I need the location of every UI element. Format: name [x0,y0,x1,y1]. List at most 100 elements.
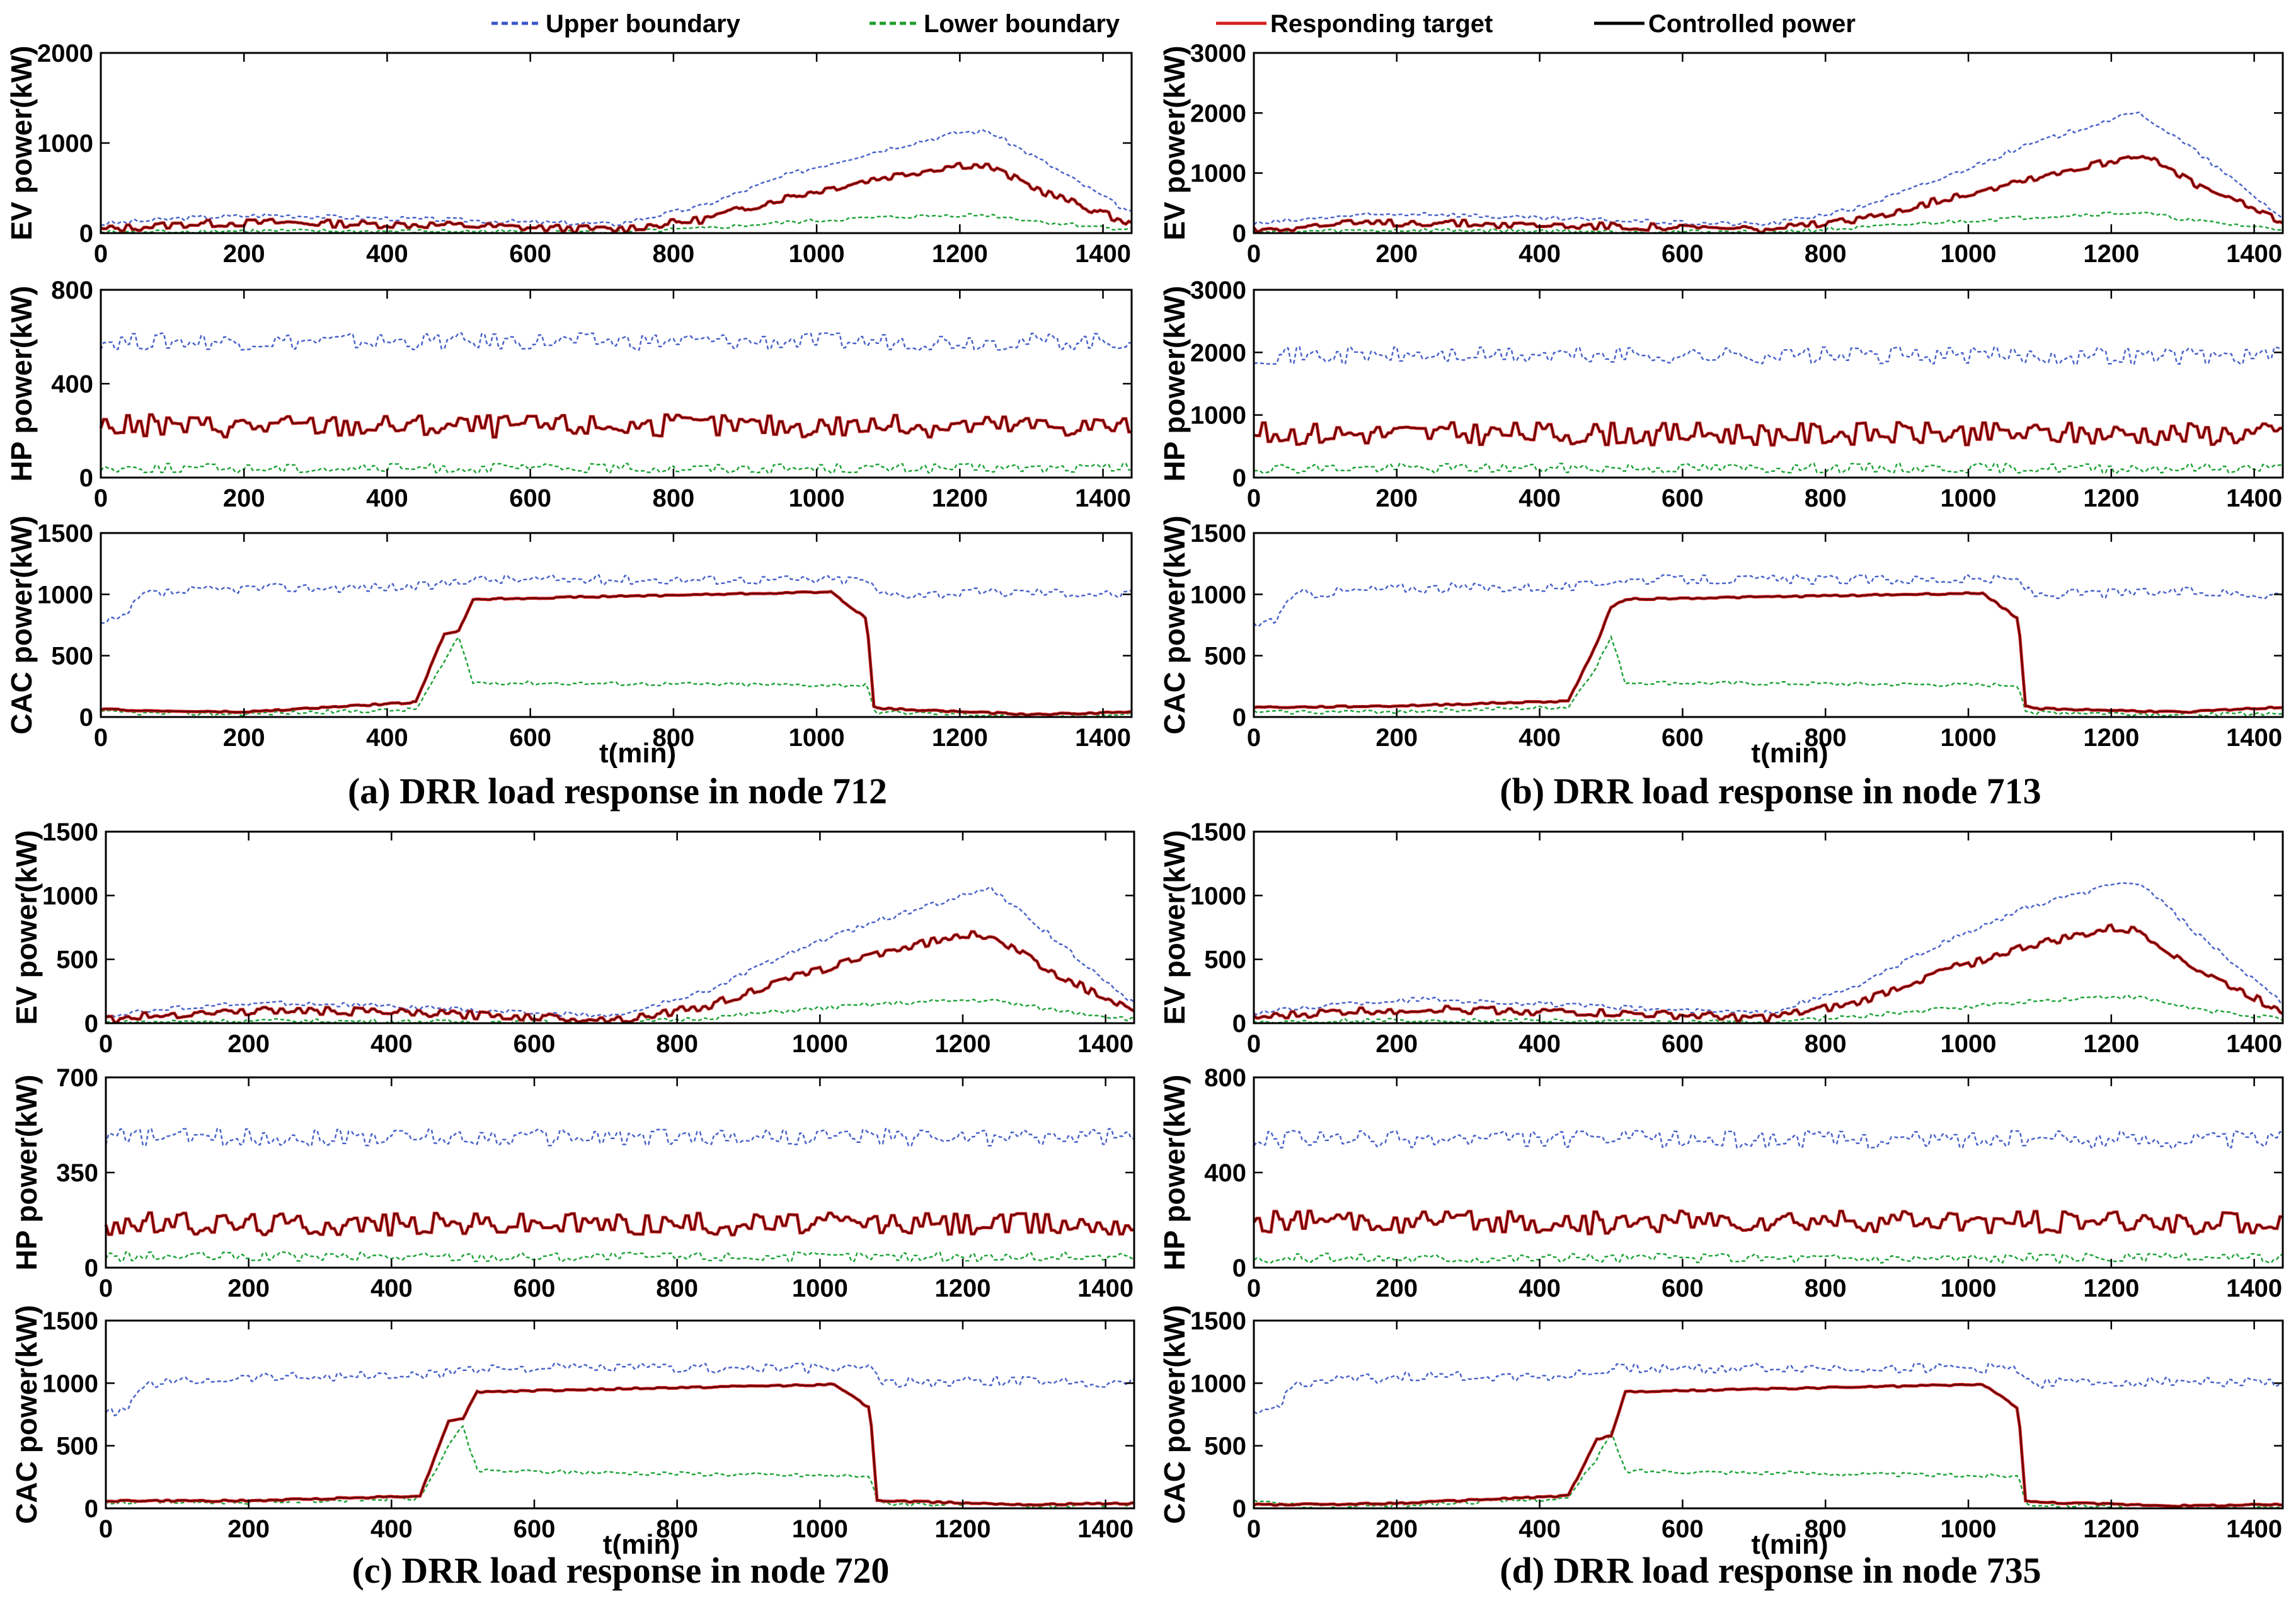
x-tick-label: 200 [223,724,265,752]
y-tick-label: 0 [1232,464,1246,492]
x-tick-label: 800 [653,240,695,268]
x-tick-label: 600 [514,1030,556,1058]
y-tick-label: 1000 [1190,1370,1246,1397]
y-tick-label: 0 [79,704,93,731]
x-tick-label: 400 [1518,724,1561,752]
x-tick-label: 1400 [2226,1030,2282,1058]
x-tick-label: 400 [1518,240,1561,268]
series-responding-target [1253,923,2284,1023]
x-tick-label: 1000 [789,724,845,752]
legend-label: Controlled power [1648,10,1856,38]
x-tick-label: 0 [94,240,108,268]
y-tick-label: 400 [1204,1159,1246,1187]
x-tick-label: 1000 [1941,1515,1997,1543]
x-tick-label: 1200 [932,485,988,512]
y-tick-label: 500 [56,1433,98,1460]
x-tick-label: 400 [370,1275,413,1302]
x-tick-label: 600 [1662,485,1704,512]
x-tick-label: 600 [1662,1275,1704,1302]
series-lower-boundary [100,213,1132,234]
series-upper-boundary [1253,111,2283,226]
legend: Upper boundary Lower boundary Responding t… [491,10,1856,38]
y-tick-label: 0 [84,1495,98,1523]
x-tick-label: 1400 [1075,485,1131,512]
x-tick-label: 0 [1247,724,1261,752]
x-tick-label: 200 [1375,485,1418,512]
series-lower-boundary [105,1251,1134,1263]
series-controlled-power [100,414,1132,438]
series-lower-boundary [1253,1253,2283,1264]
y-tick-label: 700 [56,1064,98,1092]
axes-frame [1253,52,2284,234]
x-tick-label: 800 [1805,1030,1847,1058]
y-axis-label: CAC power(kW) [10,1305,43,1524]
y-tick-label: 3000 [1190,40,1246,67]
x-tick-label: 1400 [1075,724,1131,752]
captions: (a) DRR load response in node 712 (b) DRR… [348,771,2041,1591]
y-tick-label: 2000 [1190,339,1246,367]
chart-c-hp: 0 200 400 600 800 1000 1200 1400 0 350 700 HP power… [10,1064,1135,1302]
legend-label: Responding target [1270,10,1493,38]
x-tick-label: 200 [1375,1275,1418,1302]
y-tick-label: 1500 [1190,1307,1246,1335]
legend-label: Upper boundary [546,10,741,38]
axes-frame [1253,532,2284,718]
legend-item-controlled-power: Controlled power [1594,10,1856,38]
y-axis-label: EV power(kW) [1158,45,1191,240]
x-tick-label: 400 [370,1515,413,1543]
legend-item-lower-boundary: Lower boundary [870,10,1120,38]
y-axis-label: HP power(kW) [1158,286,1191,482]
y-tick-label: 800 [1204,1064,1246,1092]
series-lower-boundary [1254,462,2283,474]
y-tick-label: 0 [1232,704,1246,731]
x-tick-label: 600 [509,724,551,752]
y-axis-label: HP power(kW) [1158,1075,1191,1271]
y-tick-label: 1000 [42,882,98,910]
x-tick-label: 200 [1375,724,1418,752]
x-tick-label: 200 [227,1275,270,1302]
y-tick-label: 500 [1204,1433,1246,1460]
axes-frame [100,52,1133,234]
series-upper-boundary [1253,346,2283,365]
series-controlled-power [105,1383,1134,1506]
x-tick-label: 800 [656,1515,698,1543]
x-tick-label: 600 [514,1515,556,1543]
y-tick-label: 500 [1204,643,1246,670]
axes-frame [1253,1319,2284,1510]
series-controlled-power [1253,155,2283,234]
x-tick-label: 1000 [1941,1275,1997,1302]
y-tick-label: 0 [1232,1010,1246,1038]
y-tick-label: 1500 [1190,520,1246,548]
x-tick-label: 400 [1518,1275,1561,1302]
chart-d-ev: 0 200 400 600 800 1000 1200 1400 0 500 1000 1500EV … [1158,818,2284,1058]
x-tick-label: 200 [223,485,265,512]
chart-d-hp: 0 200 400 600 800 1000 1200 1400 0 400 800 HP power… [1158,1064,2284,1302]
axes-frame [105,1076,1135,1269]
axes-frame [100,532,1133,718]
x-tick-label: 0 [94,485,108,512]
y-axis-label: EV power(kW) [1158,830,1191,1024]
x-tick-label: 1000 [789,240,845,268]
chart-a-cac: 0 200 400 600 800 1000 1200 1400 0 500 1000 1500CAC… [5,515,1133,769]
x-tick-label: 600 [1662,1030,1704,1058]
y-tick-label: 1000 [1190,581,1246,609]
x-tick-label: 1000 [789,485,845,512]
x-tick-label: 1200 [2083,724,2139,752]
panel-caption: (d) DRR load response in node 735 [1500,1550,2041,1591]
series-controlled-power [1253,592,2283,714]
x-tick-label: 0 [1247,1275,1261,1302]
x-tick-label: 400 [366,485,408,512]
y-axis-label: EV power(kW) [10,830,43,1024]
series-controlled-power [105,931,1135,1023]
x-tick-label: 1200 [2083,485,2139,512]
y-tick-label: 400 [51,370,93,398]
x-tick-label: 1000 [792,1515,848,1543]
x-tick-label: 800 [1805,1275,1847,1302]
y-tick-label: 0 [79,464,93,492]
x-tick-label: 1200 [2083,1515,2139,1543]
series-upper-boundary [1253,1130,2283,1149]
x-tick-label: 1200 [932,240,988,268]
x-tick-label: 200 [1375,240,1418,268]
x-tick-label: 1400 [2226,1275,2282,1302]
